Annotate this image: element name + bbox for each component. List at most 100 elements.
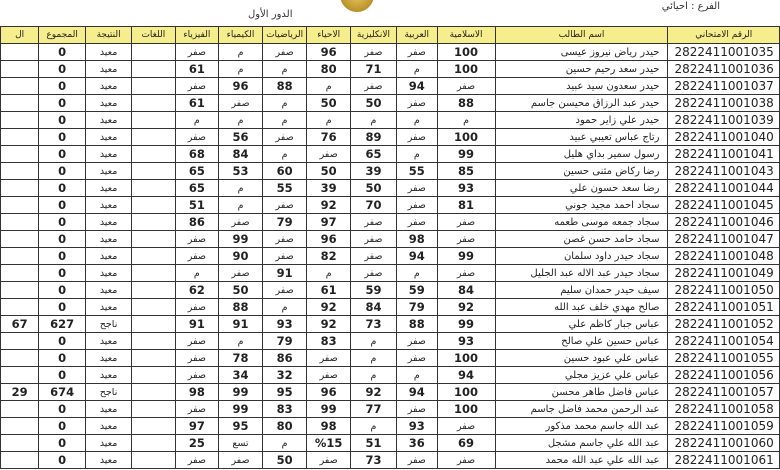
grade-cell: 65	[349, 145, 397, 163]
grade-cell: صفر	[174, 332, 220, 350]
grade-cell: 91	[261, 264, 308, 282]
grade-cell: صفر	[261, 128, 308, 146]
table-row: 2822411001046 سجاد جمعه موسى طعمه صفر صفر صف…	[0, 213, 780, 231]
grade-cell: 0	[38, 417, 86, 435]
table-row: 2822411001040 رتاج عباس تعيبي عبيد 100 صفر 8…	[0, 128, 780, 146]
grade-cell: معيد	[84, 111, 133, 129]
grade-cell	[131, 247, 176, 265]
grade-cell: صفر	[174, 366, 220, 384]
grade-cell: معيد	[84, 332, 133, 350]
exam-number: 2822411001047	[667, 230, 780, 248]
grade-cell	[0, 196, 40, 214]
grade-cell: 79	[395, 298, 438, 316]
grade-cell: 92	[306, 315, 351, 333]
grade-cell: 55	[395, 162, 438, 180]
exam-number: 2822411001054	[667, 332, 780, 350]
grade-cell: صفر	[395, 43, 438, 61]
grade-cell	[131, 434, 176, 452]
exam-number: 2822411001052	[667, 315, 780, 333]
grade-cell: 0	[38, 60, 86, 78]
student-name: سيف حيدر حمدان سليم	[494, 281, 669, 299]
grade-cell	[0, 247, 40, 265]
grade-cell: 0	[38, 94, 86, 112]
grade-cell: صفر	[395, 213, 438, 231]
grade-cell: 86	[261, 349, 308, 367]
exam-number: 2822411001044	[667, 179, 780, 197]
grade-cell: 91	[174, 315, 220, 333]
grade-cell: 98	[174, 383, 220, 401]
grade-cell: 69	[436, 434, 496, 452]
grade-cell	[131, 94, 176, 112]
grade-cell: معيد	[84, 145, 133, 163]
exam-number: 2822411001061	[667, 451, 780, 469]
grade-cell	[131, 145, 176, 163]
grade-cell: 0	[38, 230, 86, 248]
grade-cell: 93	[436, 179, 496, 197]
grade-cell	[131, 400, 176, 418]
table-row: 2822411001039 حيدر علي زاير حمود م م م م م م م مع…	[0, 111, 780, 129]
grade-cell: 93	[395, 417, 438, 435]
student-name: عبد الرحمن محمد فاضل جاسم	[494, 400, 669, 418]
table-row: 2822411001049 سجاد حيدر عبد الاله عبد الج…	[0, 264, 780, 282]
grade-cell: 62	[174, 281, 220, 299]
table-header: الرقم الامتحاني اسم الطالب الاسلامية العربي…	[0, 26, 780, 44]
grade-cell: صفر	[349, 247, 397, 265]
grade-cell: صفر	[436, 264, 496, 282]
grade-cell: صفر	[395, 332, 438, 350]
table-row: 2822411001058 عبد الرحمن محمد فاضل جاسم 10…	[0, 400, 780, 418]
grade-cell: 61	[306, 281, 351, 299]
grade-cell: صفر	[174, 400, 220, 418]
grade-cell: 100	[436, 43, 496, 61]
grade-cell: 79	[261, 332, 308, 350]
grade-cell: صفر	[218, 94, 263, 112]
grade-cell: 73	[349, 451, 397, 469]
grade-cell: 627	[38, 315, 86, 333]
grade-cell	[0, 128, 40, 146]
grade-cell: صفر	[349, 264, 397, 282]
grade-cell: م	[218, 111, 263, 129]
grade-cell: م	[349, 111, 397, 129]
grade-cell	[131, 77, 176, 95]
grade-cell: معيد	[84, 179, 133, 197]
grade-cell: 84	[436, 281, 496, 299]
grade-cell	[0, 230, 40, 248]
exam-number: 2822411001039	[667, 111, 780, 129]
grade-cell: 92	[436, 298, 496, 316]
grade-cell: م	[261, 111, 308, 129]
grade-cell: م	[261, 60, 308, 78]
grade-cell	[0, 281, 40, 299]
grade-cell	[131, 128, 176, 146]
grade-cell	[131, 298, 176, 316]
grade-cell	[0, 60, 40, 78]
table-row: 2822411001060 عبد الله علي جاسم مشجل 69 36 5…	[0, 434, 780, 452]
grade-cell: معيد	[84, 349, 133, 367]
grade-cell: 0	[38, 43, 86, 61]
grade-cell: 50	[218, 281, 263, 299]
grade-cell: 94	[395, 383, 438, 401]
grade-cell: 86	[174, 213, 220, 231]
grade-cell: 97	[174, 417, 220, 435]
grade-cell: صفر	[349, 77, 397, 95]
grade-cell	[131, 179, 176, 197]
grade-cell: م	[395, 264, 438, 282]
exam-number: 2822411001035	[667, 43, 780, 61]
grade-cell	[0, 43, 40, 61]
grade-cell: 84	[349, 298, 397, 316]
grade-cell: 80	[261, 417, 308, 435]
grade-cell: معيد	[84, 77, 133, 95]
grade-cell: 34	[218, 366, 263, 384]
grade-cell: صفر	[349, 213, 397, 231]
table-row: 2822411001057 عباس فاضل طاهر محسن 100 94 92 9…	[0, 383, 780, 401]
grade-cell	[131, 230, 176, 248]
grade-cell: 67	[0, 315, 40, 333]
table-row: 2822411001035 حيدر رياض نيروز عيسى 100 صفر ص…	[0, 43, 780, 61]
exam-number: 2822411001051	[667, 298, 780, 316]
grade-cell: 50	[306, 94, 351, 112]
grade-cell: 85	[436, 162, 496, 180]
grade-cell: 80	[306, 60, 351, 78]
exam-number: 2822411001045	[667, 196, 780, 214]
grade-cell: 61	[174, 94, 220, 112]
grade-cell: صفر	[395, 128, 438, 146]
grade-cell: معيد	[84, 94, 133, 112]
student-name: عبد الله علي جاسم مشجل	[494, 434, 669, 452]
